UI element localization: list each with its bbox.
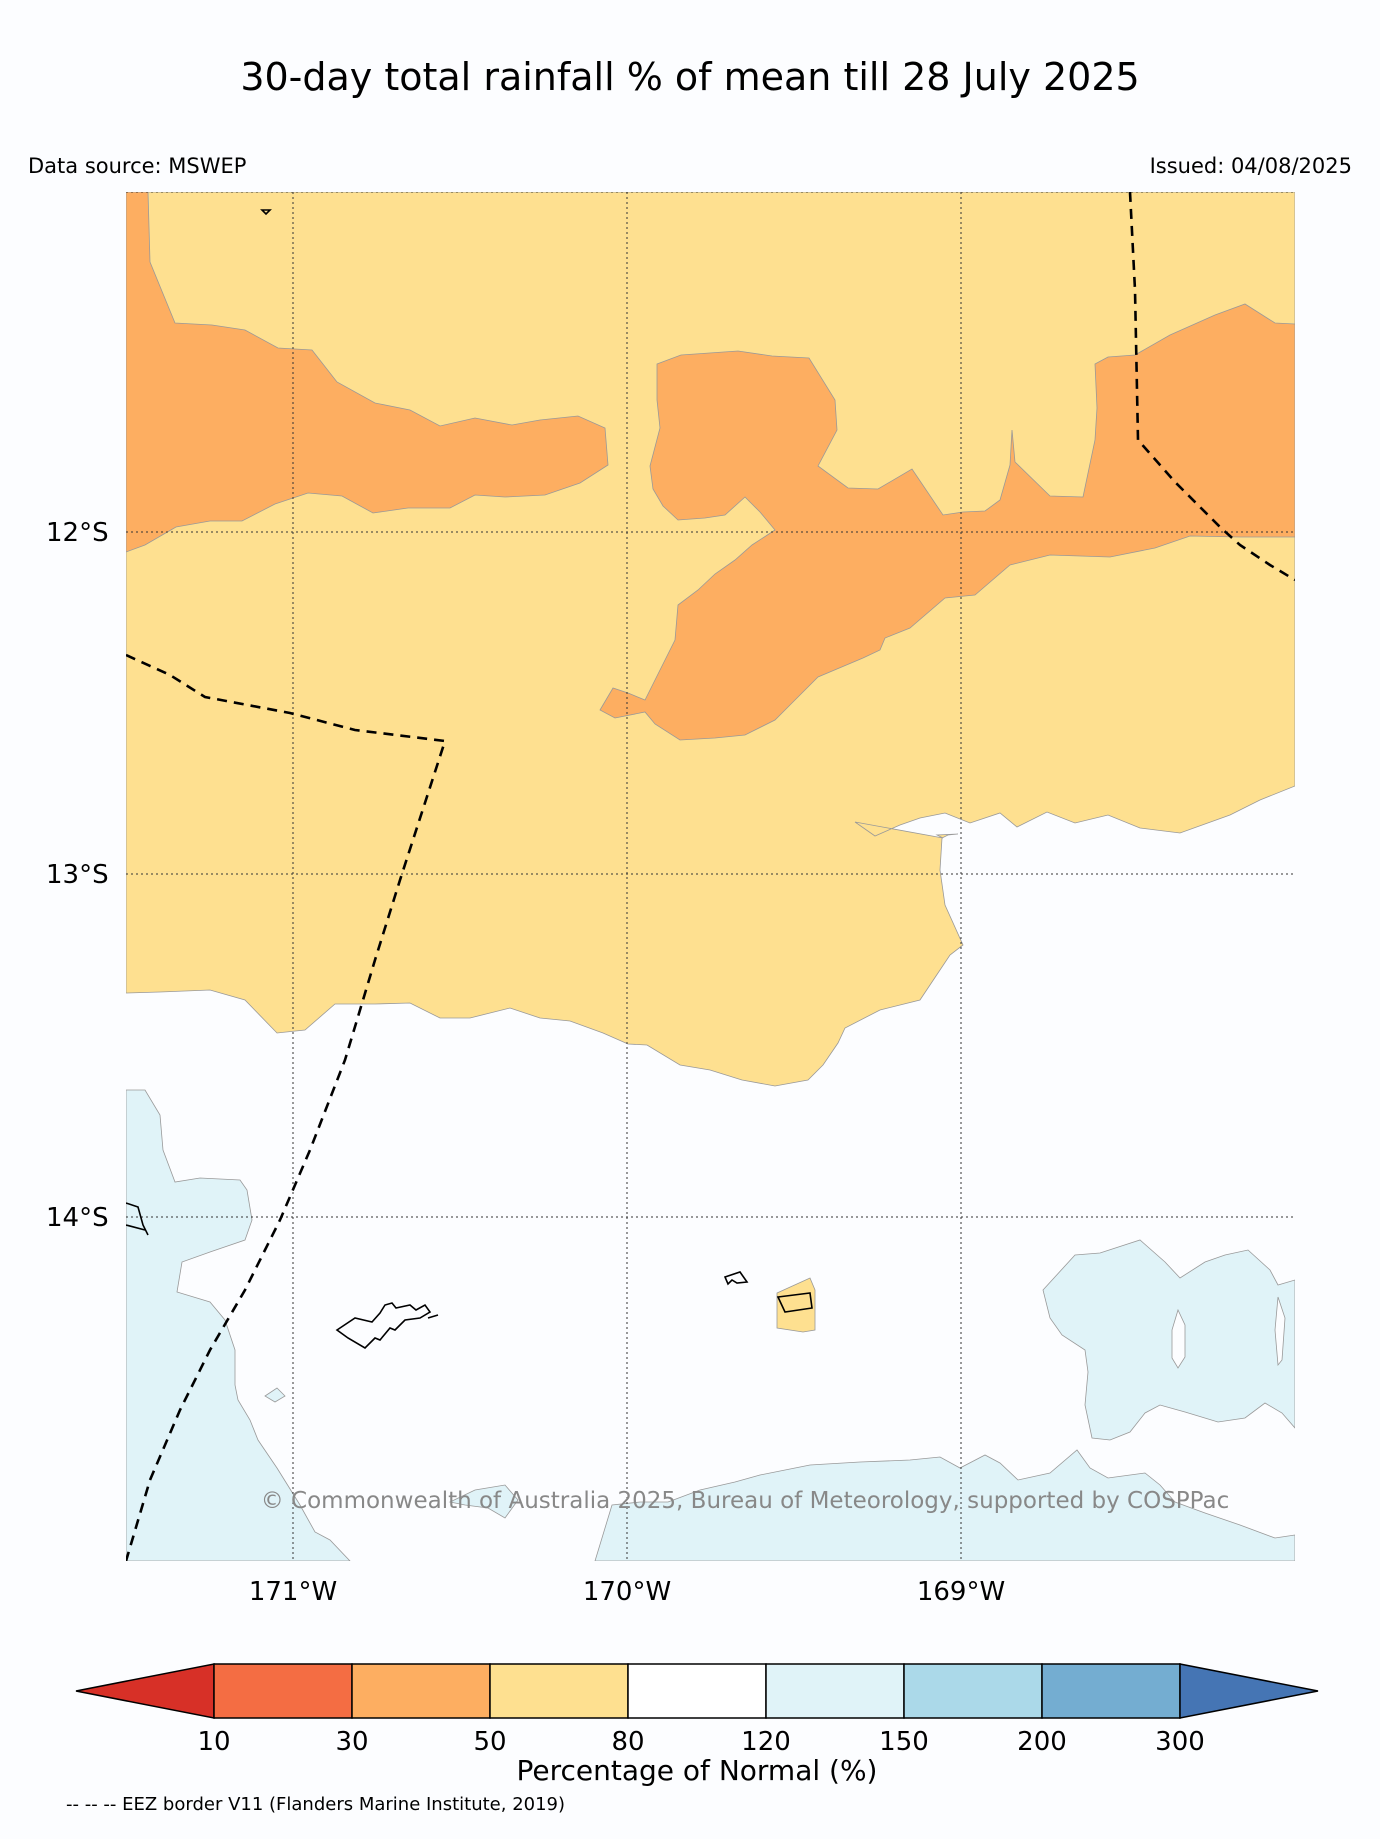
region-120-150-south-islet xyxy=(448,1484,519,1519)
colorbar-bin-150-200 xyxy=(903,1663,1043,1719)
colorbar-tick-80: 80 xyxy=(611,1727,644,1757)
region-30-50-west xyxy=(126,192,609,553)
island-tutuila xyxy=(335,1302,439,1350)
colorbar-tick-120: 120 xyxy=(741,1727,791,1757)
lat-label-14s: 14°S xyxy=(46,1203,109,1233)
copyright-text: © Commonwealth of Australia 2025, Bureau… xyxy=(261,1488,1230,1514)
colorbar-extend-high xyxy=(1179,1663,1319,1719)
colorbar-bin-30-50 xyxy=(351,1663,491,1719)
region-120-150-south xyxy=(594,1449,1295,1561)
coastlines xyxy=(126,209,813,1350)
colorbar-bin-120-150 xyxy=(765,1663,905,1719)
eez-borders xyxy=(126,192,1295,1561)
colorbar-tick-200: 200 xyxy=(1017,1727,1067,1757)
gridlines xyxy=(126,192,1295,1561)
issued-date-label: Issued: 04/08/2025 xyxy=(1149,154,1352,178)
eez-border-note: -- -- -- EEZ border V11 (Flanders Marine… xyxy=(66,1794,566,1815)
colorbar-tick-50: 50 xyxy=(473,1727,506,1757)
region-50-80-islet xyxy=(776,1277,816,1333)
region-30-50-central xyxy=(599,303,1295,741)
colorbar-bin-10-30 xyxy=(213,1663,353,1719)
rainfall-map xyxy=(126,192,1295,1561)
region-120-150-islet xyxy=(264,1387,286,1403)
colorbar-tick-30: 30 xyxy=(335,1727,368,1757)
region-120-150-east xyxy=(1042,1239,1295,1441)
lat-label-13s: 13°S xyxy=(46,860,109,890)
island-swains xyxy=(260,209,272,216)
island-manua-a xyxy=(723,1271,749,1286)
colorbar-tick-10: 10 xyxy=(197,1727,230,1757)
island-manua-b xyxy=(776,1292,813,1313)
region-white-hole-a xyxy=(1171,1308,1186,1369)
colorbar xyxy=(75,1663,1319,1719)
region-white-hole-b xyxy=(1274,1296,1286,1367)
colorbar-label: Percentage of Normal (%) xyxy=(517,1754,878,1787)
colorbar-bin-50-80 xyxy=(489,1663,629,1719)
data-source-label: Data source: MSWEP xyxy=(28,154,247,178)
lon-label-170w: 170°W xyxy=(583,1577,671,1607)
lon-label-171w: 171°W xyxy=(249,1577,337,1607)
colorbar-tick-150: 150 xyxy=(879,1727,929,1757)
lon-label-169w: 169°W xyxy=(917,1577,1005,1607)
region-120-150-west xyxy=(126,1089,351,1561)
map-title: 30-day total rainfall % of mean till 28 … xyxy=(240,55,1140,99)
colorbar-bin-200-300 xyxy=(1041,1663,1181,1719)
island-west xyxy=(126,1202,149,1236)
colorbar-extend-low xyxy=(75,1663,215,1719)
colorbar-bin-80-120 xyxy=(627,1663,767,1719)
colorbar-tick-300: 300 xyxy=(1155,1727,1205,1757)
lat-label-12s: 12°S xyxy=(46,518,109,548)
